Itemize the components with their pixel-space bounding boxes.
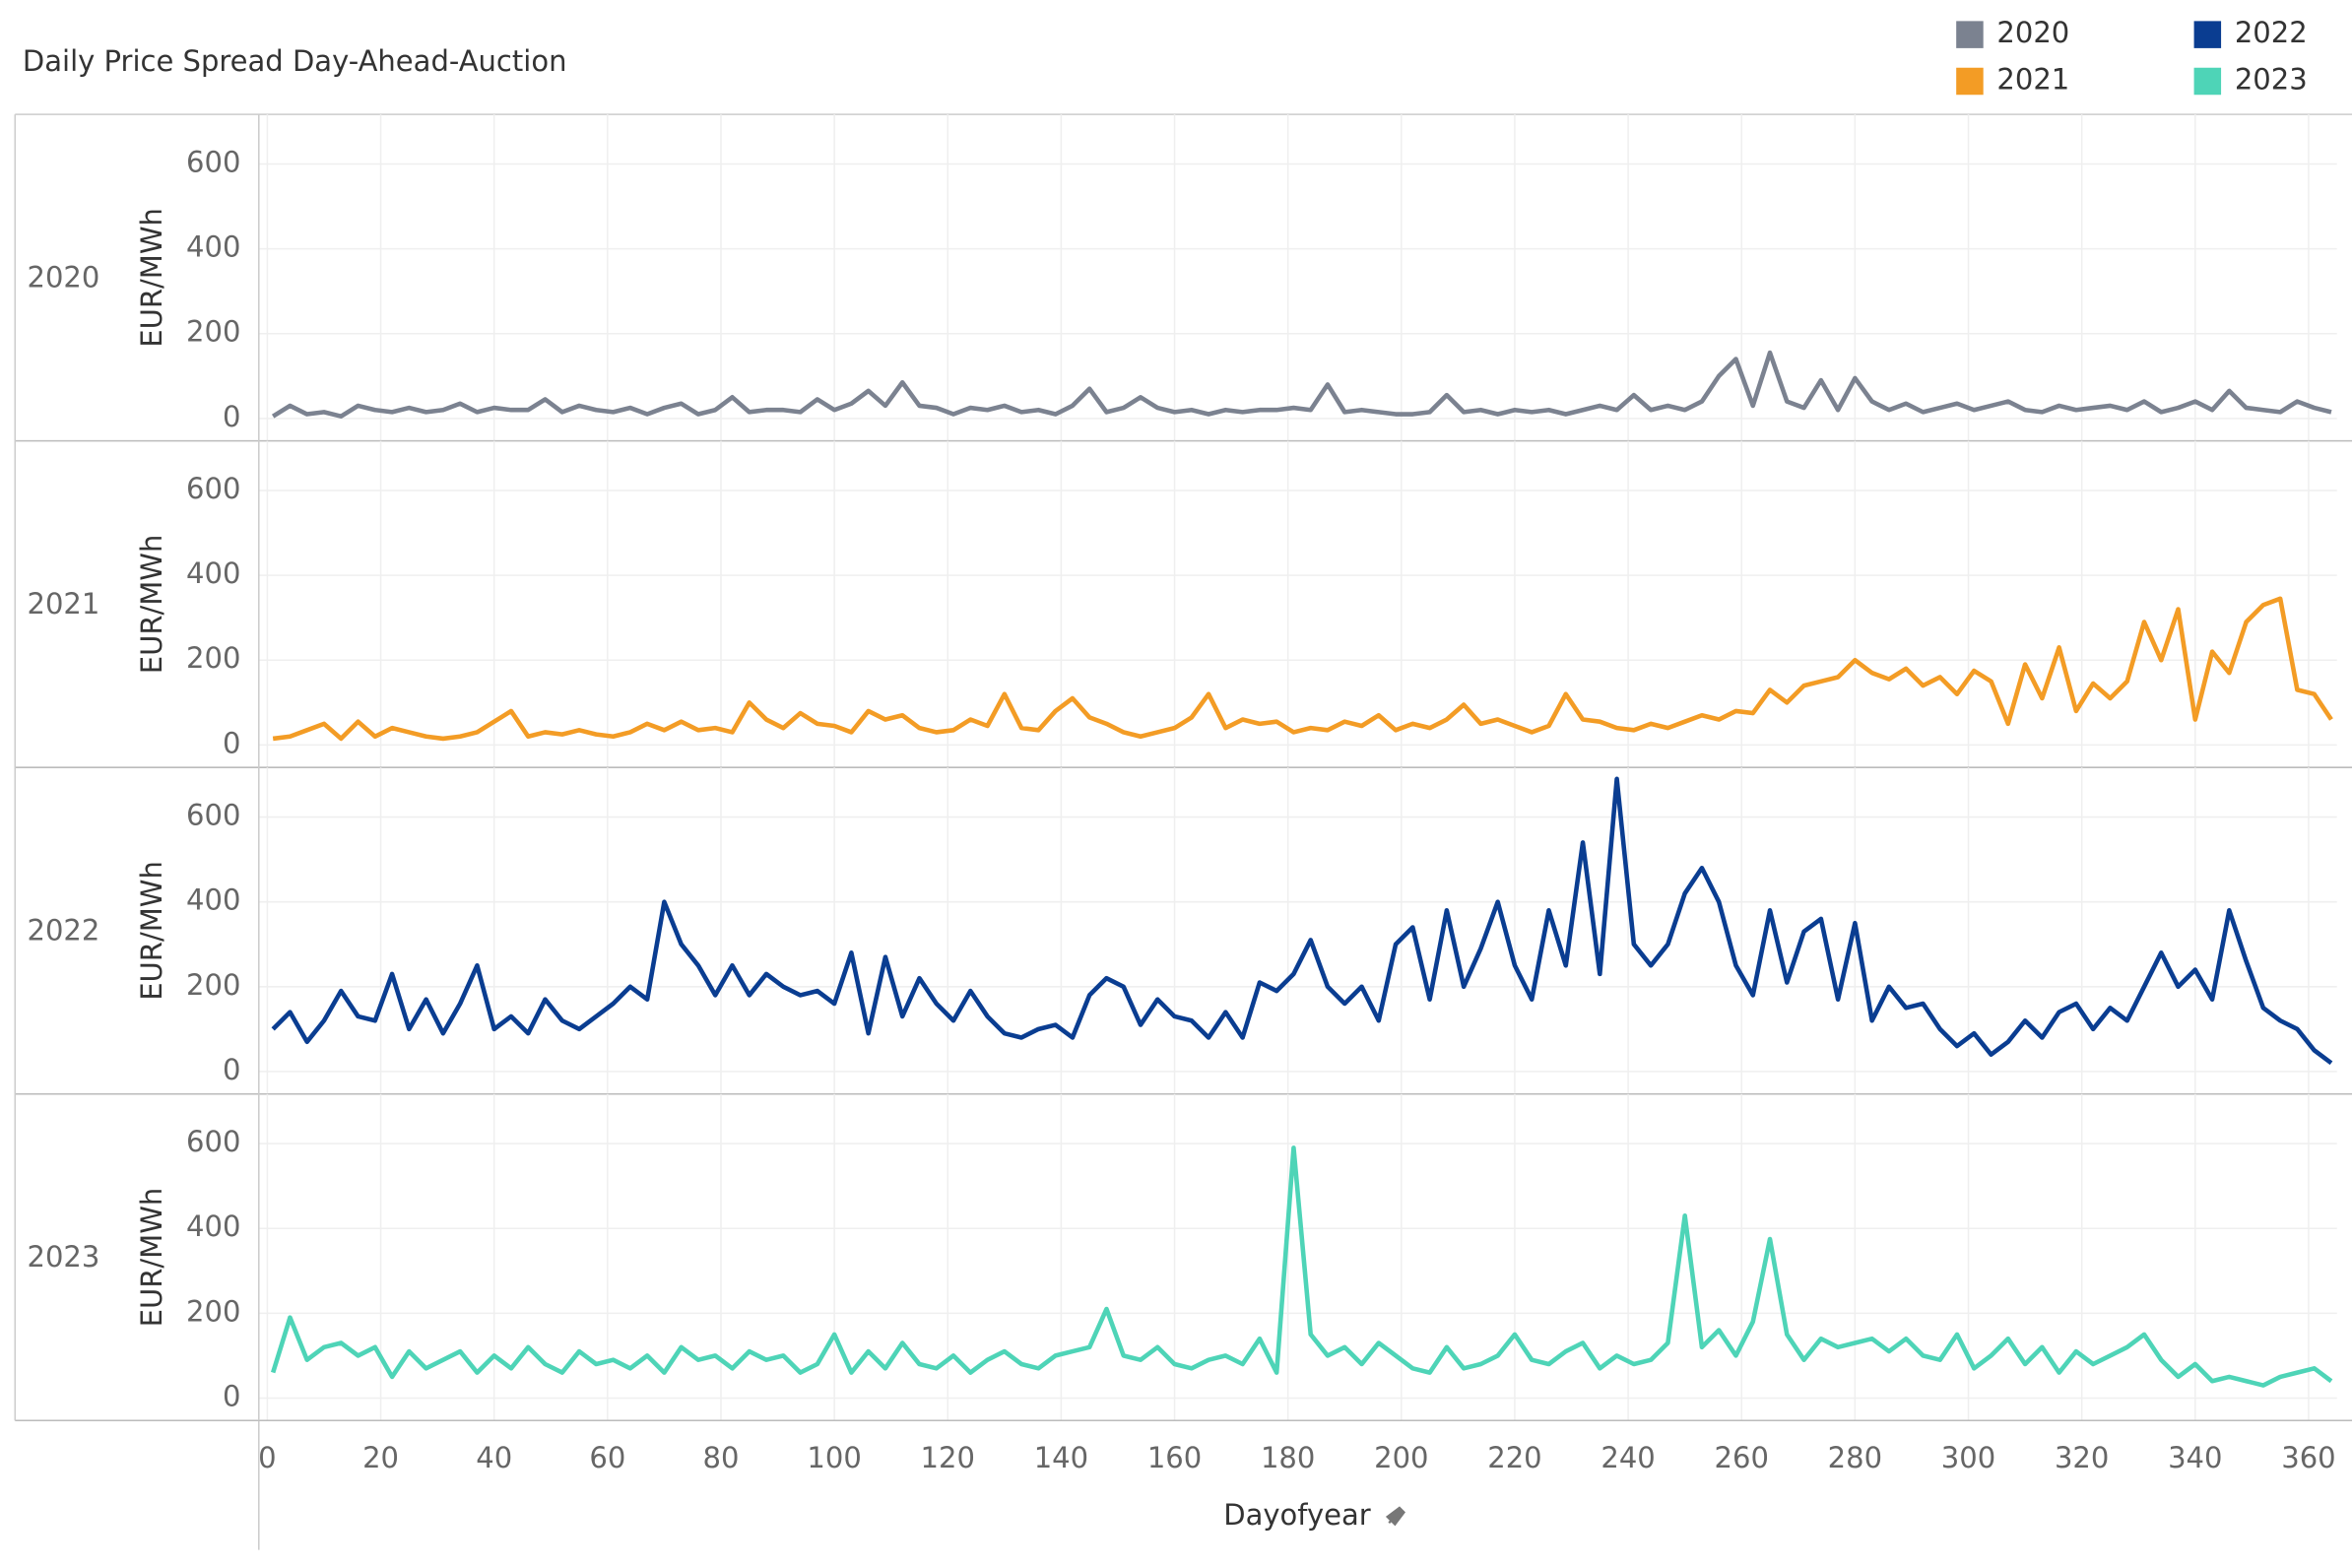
y-tick-label: 600 bbox=[186, 472, 240, 505]
legend-label: 2021 bbox=[1996, 63, 2069, 97]
y-tick-label: 400 bbox=[186, 230, 240, 264]
legend-swatch bbox=[2193, 67, 2222, 96]
x-tick-label: 120 bbox=[921, 1441, 975, 1474]
y-tick-label: 0 bbox=[223, 726, 240, 759]
x-tick-label: 260 bbox=[1715, 1441, 1769, 1474]
x-tick-label: 40 bbox=[476, 1441, 512, 1474]
x-tick-label: 0 bbox=[258, 1441, 276, 1474]
x-tick-label: 180 bbox=[1261, 1441, 1315, 1474]
x-tick-label: 340 bbox=[2168, 1441, 2222, 1474]
y-tick-label: 400 bbox=[186, 883, 240, 917]
x-tick-label: 320 bbox=[2055, 1441, 2109, 1474]
x-tick-label: 20 bbox=[362, 1441, 399, 1474]
y-tick-label: 600 bbox=[186, 799, 240, 832]
y-tick-label: 0 bbox=[223, 1053, 240, 1086]
series-line bbox=[272, 596, 2333, 742]
y-tick-label: 600 bbox=[186, 1125, 240, 1158]
x-tick-label: 140 bbox=[1034, 1441, 1088, 1474]
y-tick-label: 200 bbox=[186, 315, 240, 349]
legend-swatch bbox=[1956, 21, 1984, 48]
y-tick-label: 200 bbox=[186, 641, 240, 675]
chart-title: Daily Price Spread Day-Ahead-Auction bbox=[23, 44, 567, 78]
y-tick-label: 200 bbox=[186, 1294, 240, 1328]
panel-label: 2021 bbox=[28, 587, 100, 621]
legend-label: 2022 bbox=[2235, 16, 2308, 49]
x-tick-label: 240 bbox=[1601, 1441, 1655, 1474]
x-tick-label: 100 bbox=[807, 1441, 861, 1474]
y-tick-label: 400 bbox=[186, 1209, 240, 1243]
y-tick-label: 200 bbox=[186, 968, 240, 1002]
pin-icon bbox=[1385, 1506, 1405, 1527]
x-tick-label: 80 bbox=[703, 1441, 740, 1474]
x-tick-label: 200 bbox=[1374, 1441, 1428, 1474]
series-line bbox=[271, 350, 2332, 419]
legend-label: 2020 bbox=[1996, 16, 2069, 49]
legend-label: 2023 bbox=[2235, 63, 2308, 97]
y-axis-title: EUR/MWh bbox=[135, 208, 168, 348]
series-line bbox=[270, 1145, 2333, 1388]
panel-label: 2022 bbox=[28, 913, 100, 947]
x-tick-label: 280 bbox=[1828, 1441, 1882, 1474]
panel-label: 2020 bbox=[28, 260, 100, 294]
x-tick-label: 300 bbox=[1941, 1441, 1995, 1474]
y-axis-title: EUR/MWh bbox=[135, 1188, 168, 1328]
y-tick-label: 0 bbox=[223, 400, 240, 433]
x-tick-label: 220 bbox=[1487, 1441, 1541, 1474]
x-tick-label: 360 bbox=[2281, 1441, 2335, 1474]
y-tick-label: 600 bbox=[186, 145, 240, 178]
y-tick-label: 0 bbox=[223, 1379, 240, 1412]
x-tick-label: 60 bbox=[589, 1441, 625, 1474]
panel-label: 2023 bbox=[28, 1240, 100, 1274]
legend-swatch bbox=[2193, 21, 2222, 48]
x-tick-label: 160 bbox=[1147, 1441, 1202, 1474]
legend-swatch bbox=[1956, 67, 1984, 96]
series-line bbox=[271, 776, 2333, 1066]
y-axis-title: EUR/MWh bbox=[135, 535, 168, 675]
x-axis-title: Dayofyear bbox=[1223, 1498, 1371, 1532]
y-axis-title: EUR/MWh bbox=[135, 861, 168, 1001]
y-tick-label: 400 bbox=[186, 556, 240, 590]
